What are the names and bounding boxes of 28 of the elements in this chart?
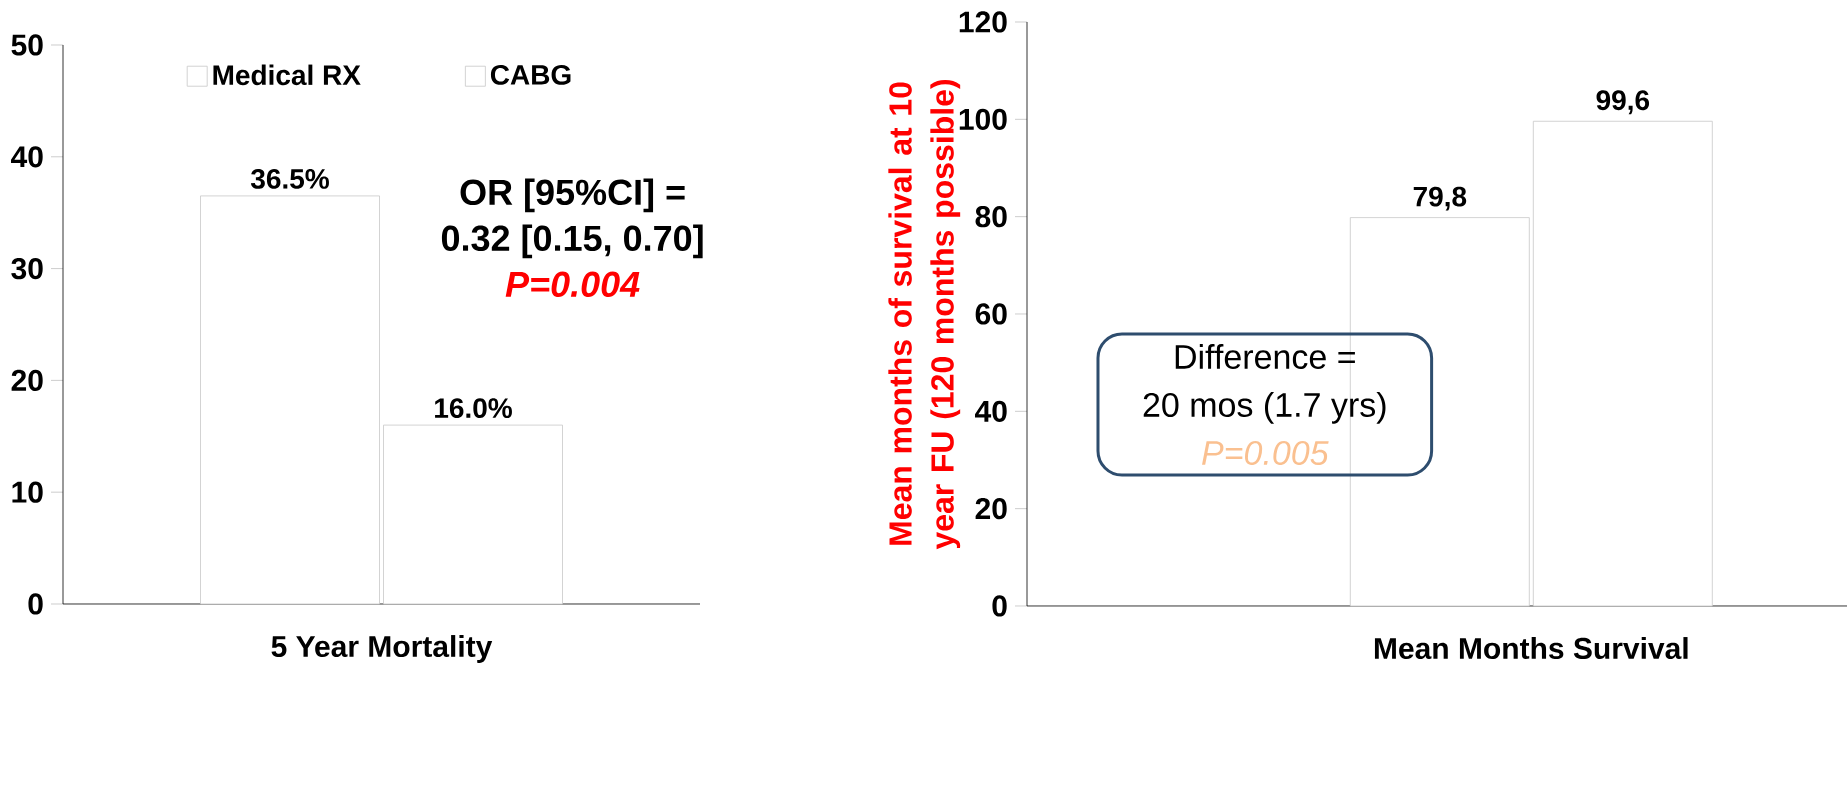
annotation: OR [95%CI] = [460, 178, 685, 213]
data-label: 79,8 [1413, 186, 1467, 211]
annotation: P=0.005 [1202, 440, 1329, 465]
data-label: 16.0% [435, 398, 512, 419]
annotation: P=0.004 [505, 271, 640, 298]
legend-label: CABG [490, 64, 571, 85]
x-tick-label: Mean Months Survival [1374, 637, 1688, 660]
y-tick-label: 0 [992, 595, 1007, 617]
y-tick-label: 120 [959, 11, 1007, 33]
annotation: Difference = [1175, 344, 1355, 369]
y-tick-label: 80 [975, 206, 1007, 228]
data-label: 36.5% [250, 168, 329, 189]
y-tick-label: 0 [28, 593, 43, 615]
annotation: 0.32 [0.15, 0.70] [441, 224, 703, 259]
y-tick-label: 40 [975, 400, 1007, 422]
y-tick-label: 30 [11, 257, 43, 280]
y-tick-label: 50 [11, 34, 43, 56]
annotation: 20 mos (1.7 yrs) [1143, 392, 1386, 424]
y-tick-label: 40 [11, 146, 43, 168]
data-label: 99,6 [1596, 90, 1650, 115]
y-tick-label: 10 [12, 481, 43, 503]
legend-label: Medical RX [213, 64, 361, 86]
x-tick-label: 5 Year Mortality [271, 635, 493, 663]
y-tick-label: 100 [959, 108, 1007, 130]
y-axis-title: Mean months of survival at 10 year FU (120 months possible) [888, 79, 961, 550]
y-tick-label: 20 [11, 369, 43, 391]
y-tick-label: 60 [975, 303, 1007, 325]
y-tick-label: 20 [975, 498, 1007, 520]
